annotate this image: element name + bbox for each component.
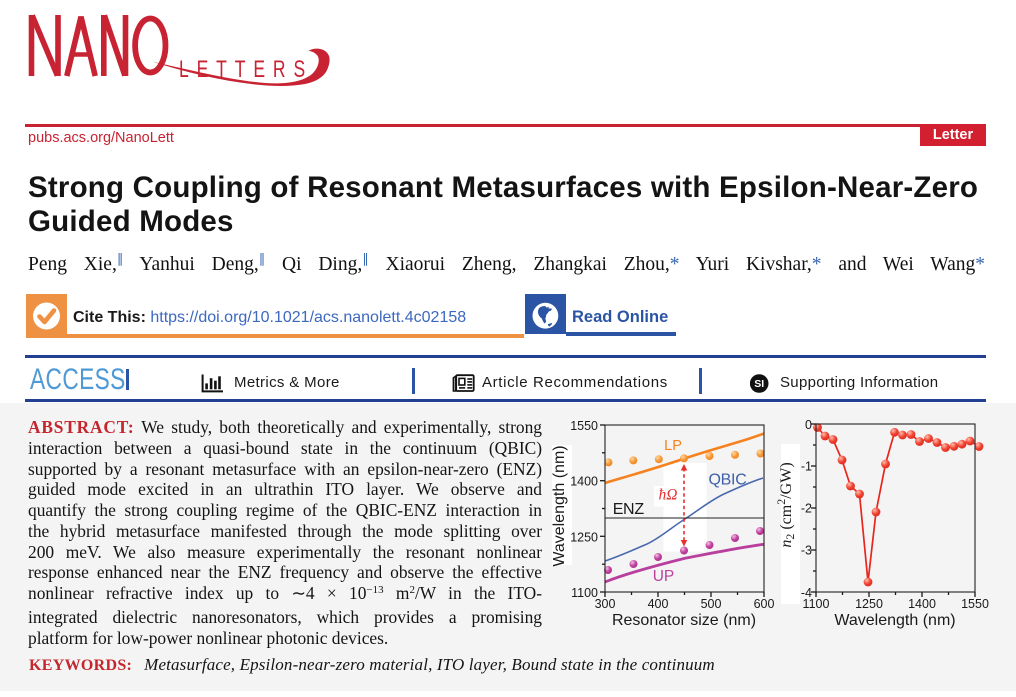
svg-text:-4: -4 xyxy=(801,586,812,600)
svg-text:1550: 1550 xyxy=(570,419,598,433)
svg-text:n2 (cm2/GW): n2 (cm2/GW) xyxy=(774,462,797,547)
svg-text:QBIC: QBIC xyxy=(709,471,747,488)
svg-text:300: 300 xyxy=(595,597,616,611)
svg-text:LP: LP xyxy=(664,438,682,454)
svg-text:0: 0 xyxy=(805,418,812,432)
svg-text:ħΩ: ħΩ xyxy=(659,487,678,504)
svg-text:600: 600 xyxy=(754,597,775,611)
svg-text:500: 500 xyxy=(701,597,722,611)
svg-text:-1: -1 xyxy=(801,460,812,474)
svg-text:1250: 1250 xyxy=(570,530,598,544)
svg-text:SI: SI xyxy=(754,378,764,390)
svg-text:ENZ: ENZ xyxy=(613,501,645,518)
svg-text:1250: 1250 xyxy=(855,597,883,611)
svg-text:1400: 1400 xyxy=(908,597,936,611)
svg-text:-3: -3 xyxy=(801,544,812,558)
svg-text:1100: 1100 xyxy=(803,597,830,611)
svg-text:Wavelength (nm): Wavelength (nm) xyxy=(551,445,568,566)
svg-text:Wavelength (nm): Wavelength (nm) xyxy=(834,612,955,629)
svg-text:UP: UP xyxy=(653,568,675,585)
svg-text:Resonator size (nm): Resonator size (nm) xyxy=(612,612,756,629)
svg-text:1400: 1400 xyxy=(570,475,598,489)
svg-text:-2: -2 xyxy=(801,502,812,516)
svg-text:1100: 1100 xyxy=(571,586,598,600)
svg-text:400: 400 xyxy=(648,597,669,611)
svg-text:LETTERS: LETTERS xyxy=(179,56,313,82)
svg-text:1550: 1550 xyxy=(961,597,989,611)
